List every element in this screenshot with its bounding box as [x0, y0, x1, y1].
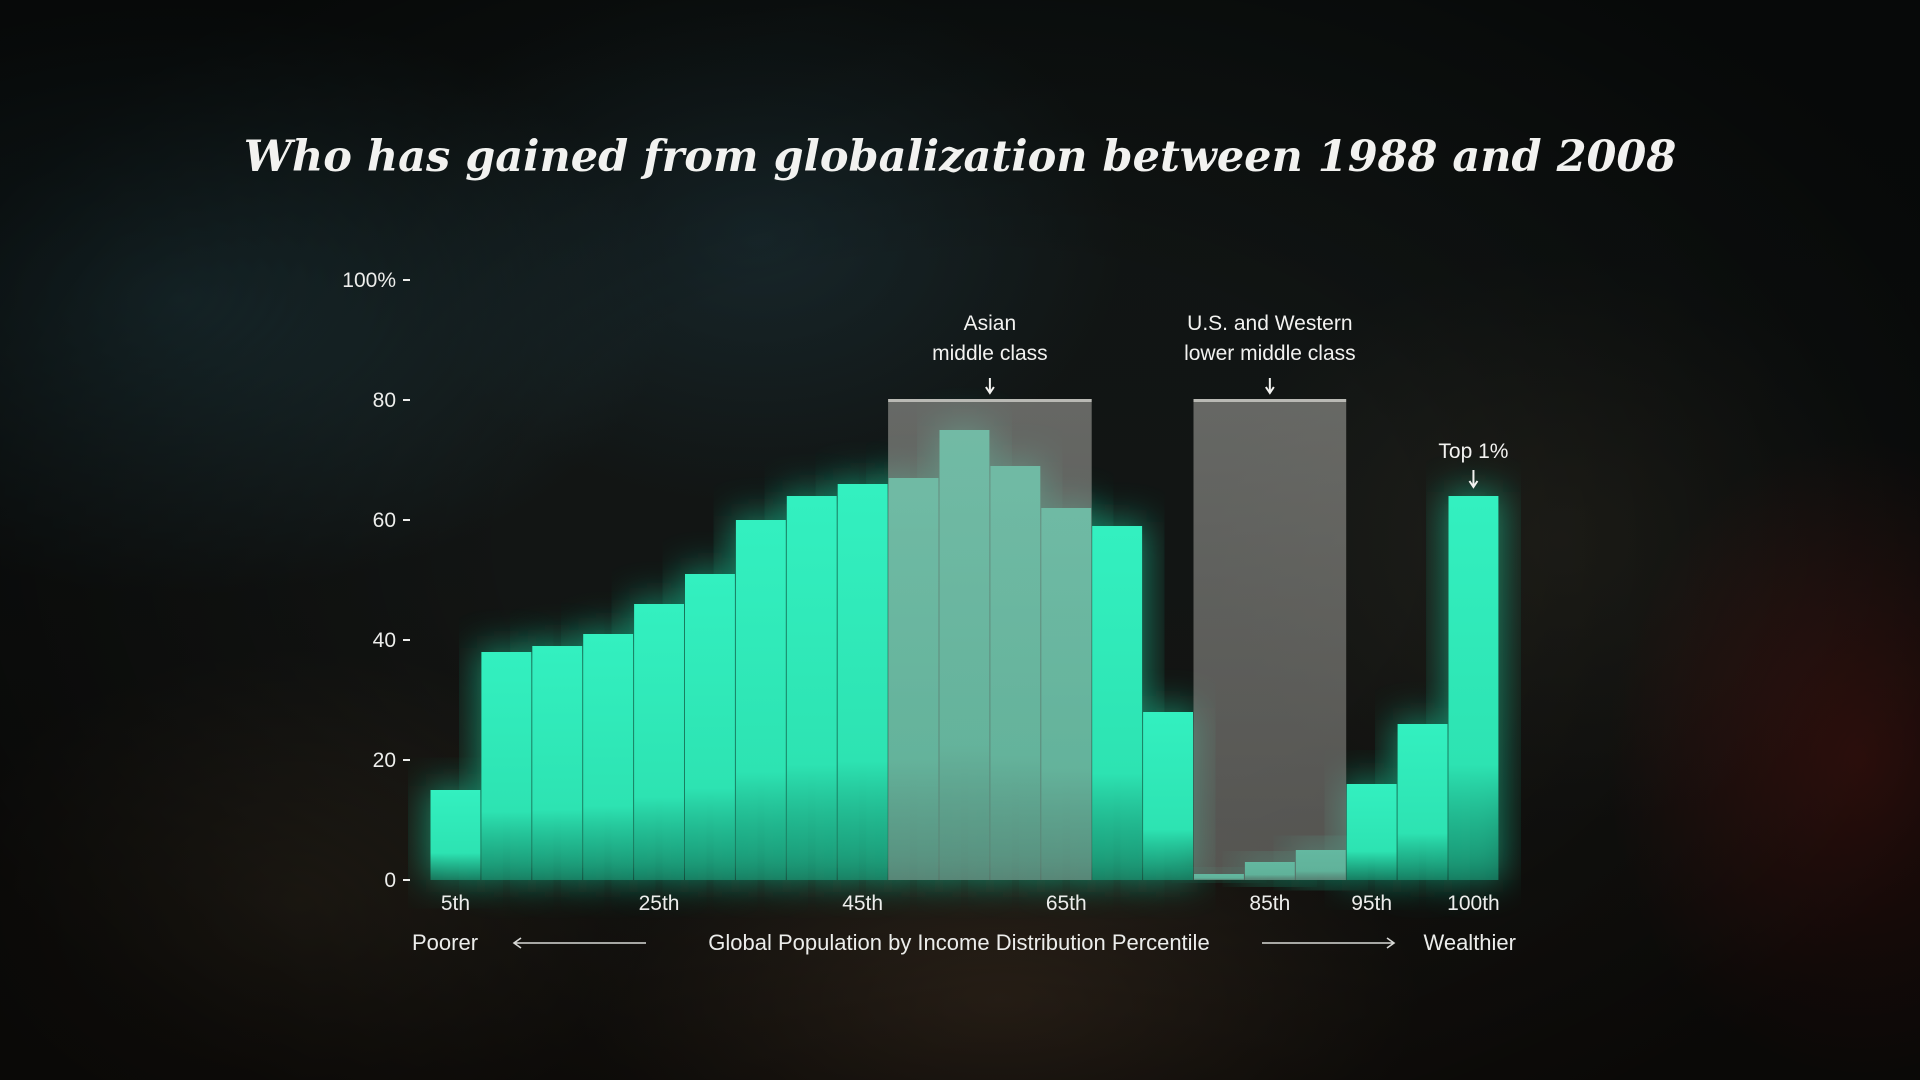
y-tick-mark — [403, 279, 410, 281]
x-axis-title: Global Population by Income Distribution… — [708, 930, 1209, 955]
annotation-label: lower middle class — [1184, 342, 1356, 365]
annotation-label: U.S. and Western — [1187, 312, 1352, 335]
annotation-arrow — [1265, 378, 1275, 395]
annotation-arrow — [985, 378, 995, 395]
y-tick-label: 100% — [342, 269, 396, 292]
wealthier-arrow — [1262, 937, 1396, 949]
annotation-label: Asian — [964, 312, 1017, 335]
bar-percentile-40 — [786, 496, 837, 880]
bar-percentile-35 — [735, 520, 786, 880]
bar-percentile-75 — [1143, 712, 1193, 880]
y-tick-mark — [403, 759, 410, 761]
x-tick-label: 25th — [639, 892, 680, 915]
highlight-band-1 — [888, 402, 1092, 880]
highlight-band-top-edge — [888, 399, 1092, 402]
bar-percentile-25 — [634, 604, 684, 880]
bar-percentile-10 — [481, 652, 532, 880]
x-tick-label: 65th — [1046, 892, 1087, 915]
highlight-band-top-edge — [1193, 399, 1347, 402]
chart-title: Who has gained from globalization betwee… — [243, 132, 1677, 182]
x-tick-label: 45th — [842, 892, 883, 915]
x-tick-label: 5th — [441, 892, 470, 915]
bar-percentile-20 — [583, 634, 634, 880]
bar-percentile-45 — [837, 484, 888, 880]
annotation-layer: Asian middle class U.S. and Western lower m… — [932, 312, 1508, 489]
annotation-label-top-1: Top 1% — [1438, 440, 1508, 463]
bar-percentile-100 — [1448, 496, 1499, 880]
annotation-label: middle class — [932, 342, 1048, 365]
axis-layer: 0 20 40 60 80 100% 5th 25th 45th 65th 85th 95th 100t… — [342, 269, 1516, 955]
x-tick-label: 100th — [1447, 892, 1500, 915]
annotation-arrow — [1468, 470, 1479, 489]
y-tick-label: 0 — [384, 869, 396, 892]
y-tick-mark — [403, 639, 410, 641]
y-tick-mark — [403, 399, 410, 401]
bar-percentile-99 — [1397, 724, 1448, 880]
y-tick-label: 80 — [373, 389, 396, 412]
x-tick-label: 85th — [1249, 892, 1290, 915]
x-axis-right-label: Wealthier — [1423, 930, 1516, 955]
bar-percentile-30 — [685, 574, 735, 880]
bar-percentile-15 — [532, 646, 583, 880]
bar-percentile-70 — [1092, 526, 1143, 880]
highlight-band-layer — [888, 399, 1347, 880]
x-tick-label: 95th — [1351, 892, 1392, 915]
bar-percentile-95 — [1346, 784, 1397, 880]
y-tick-label: 40 — [373, 629, 396, 652]
y-tick-label: 60 — [373, 509, 396, 532]
poorer-arrow — [512, 937, 646, 949]
highlight-band-2 — [1193, 402, 1347, 880]
bar-percentile-5 — [430, 790, 481, 880]
y-tick-mark — [403, 519, 410, 521]
y-tick-mark — [403, 879, 410, 881]
y-tick-label: 20 — [373, 749, 396, 772]
x-axis-left-label: Poorer — [412, 930, 478, 955]
